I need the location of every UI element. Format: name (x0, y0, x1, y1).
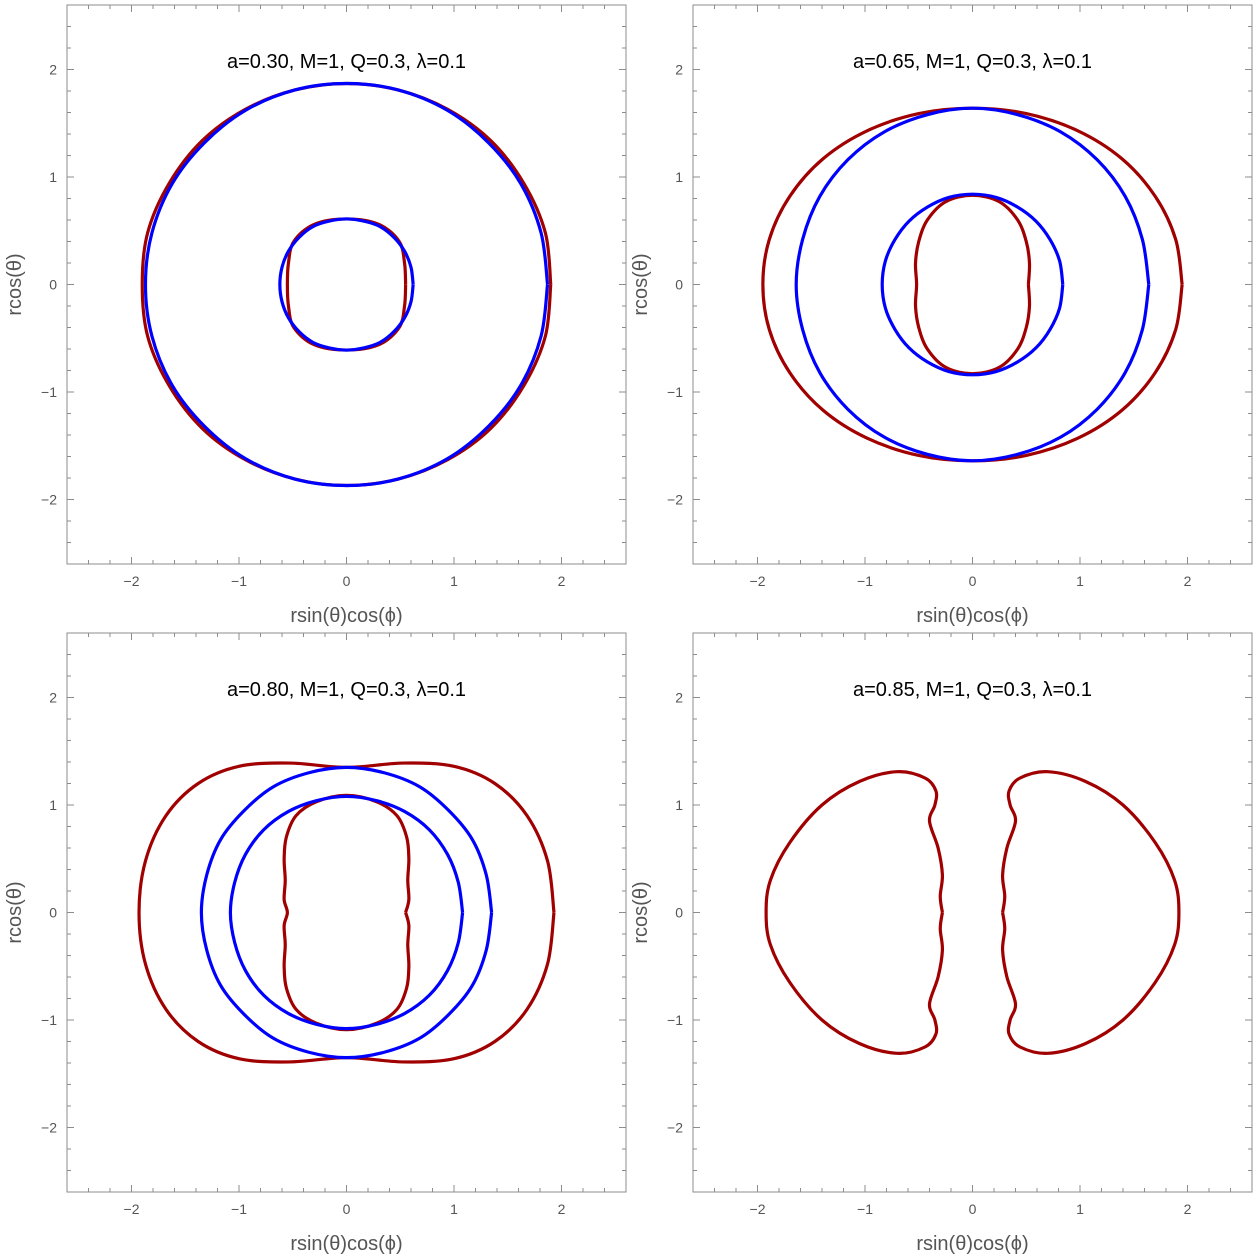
x-tick-label: 1 (450, 1201, 458, 1217)
ergosurface-curve-2 (764, 770, 945, 1055)
x-tick-label: 0 (343, 573, 351, 589)
horizon-curve-4 (199, 765, 494, 1060)
ergosurface-curve-2 (137, 761, 556, 1064)
x-axis-label: rsin(θ)cos(ϕ) (290, 1233, 402, 1255)
x-tick-label: −1 (231, 1201, 247, 1217)
panel-3: −2 −1 0 1 2 −2 −1 0 1 2 a=0.80, M=1, Q=0.3, λ=0.1 r… (4, 632, 627, 1255)
y-tick-label: −1 (667, 1012, 683, 1028)
panel-title: a=0.85, M=1, Q=0.3, λ=0.1 (853, 679, 1092, 701)
x-axis-label: rsin(θ)cos(ϕ) (916, 605, 1028, 627)
y-tick-label: −2 (667, 1120, 683, 1136)
ergosurface-curve-1 (913, 193, 1032, 376)
horizon-curve-4 (143, 81, 550, 488)
x-tick-label: −2 (750, 573, 766, 589)
x-tick-label: −1 (231, 573, 247, 589)
x-tick-label: 0 (343, 1201, 351, 1217)
plot-frame (66, 632, 627, 1193)
x-tick-label: −2 (124, 573, 140, 589)
x-tick-label: 1 (1076, 573, 1084, 589)
horizon-curve-3 (278, 217, 415, 352)
y-tick-label: 1 (675, 797, 683, 813)
x-tick-label: 0 (969, 1201, 977, 1217)
x-tick-label: −2 (750, 1201, 766, 1217)
x-tick-label: 1 (450, 573, 458, 589)
x-tick-label: 1 (1076, 1201, 1084, 1217)
x-tick-label: −2 (124, 1201, 140, 1217)
y-tick-label: −1 (41, 1012, 57, 1028)
x-tick-label: 2 (1184, 573, 1192, 589)
plot-frame (66, 4, 627, 565)
plot-frame (692, 632, 1253, 1193)
y-tick-label: 2 (49, 690, 57, 706)
panel-2: −2 −1 0 1 2 −2 −1 0 1 2 a=0.65, M=1, Q=0.3, λ=0.1 r… (630, 4, 1253, 627)
x-tick-label: −1 (857, 1201, 873, 1217)
panel-title: a=0.80, M=1, Q=0.3, λ=0.1 (227, 679, 466, 701)
y-tick-label: −2 (41, 492, 57, 508)
y-axis-label: rcos(θ) (630, 253, 652, 315)
plot-frame (692, 4, 1253, 565)
horizon-curve-3 (880, 192, 1065, 377)
y-tick-label: −2 (667, 492, 683, 508)
panel-title: a=0.65, M=1, Q=0.3, λ=0.1 (853, 51, 1092, 73)
x-tick-label: 2 (558, 573, 566, 589)
y-tick-label: 0 (49, 905, 57, 921)
y-tick-label: −1 (667, 384, 683, 400)
x-axis-label: rsin(θ)cos(ϕ) (916, 1233, 1028, 1255)
ergosurface-curve-1 (282, 793, 411, 1032)
x-tick-label: −1 (857, 573, 873, 589)
ergosurface-curve-1 (1000, 770, 1181, 1055)
x-tick-label: 2 (558, 1201, 566, 1217)
x-tick-label: 0 (969, 573, 977, 589)
y-tick-label: −1 (41, 384, 57, 400)
horizon-curve-4 (794, 106, 1151, 463)
y-tick-label: 0 (675, 905, 683, 921)
ergosurface-curve-2 (761, 106, 1184, 463)
panel-4: −2 −1 0 1 2 −2 −1 0 1 2 a=0.85, M=1, Q=0.3, λ=0.1 r… (630, 632, 1253, 1255)
x-axis-label: rsin(θ)cos(ϕ) (290, 605, 402, 627)
horizon-curve-3 (228, 794, 465, 1031)
y-tick-label: 2 (49, 62, 57, 78)
y-tick-label: 2 (675, 62, 683, 78)
y-axis-label: rcos(θ) (4, 253, 26, 315)
y-tick-label: 1 (49, 797, 57, 813)
y-tick-label: 0 (675, 277, 683, 293)
y-tick-label: 2 (675, 690, 683, 706)
x-tick-label: 2 (1184, 1201, 1192, 1217)
y-tick-label: 0 (49, 277, 57, 293)
y-axis-label: rcos(θ) (4, 881, 26, 943)
panel-title: a=0.30, M=1, Q=0.3, λ=0.1 (227, 51, 466, 73)
y-axis-label: rcos(θ) (630, 881, 652, 943)
panel-1: −2 −1 0 1 2 −2 −1 0 1 2 a=0.30, M=1, Q=0.3, λ=0.1 r… (4, 4, 627, 627)
y-tick-label: 1 (675, 169, 683, 185)
y-tick-label: −2 (41, 1120, 57, 1136)
y-tick-label: 1 (49, 169, 57, 185)
ergosurface-curve-1 (285, 217, 408, 352)
